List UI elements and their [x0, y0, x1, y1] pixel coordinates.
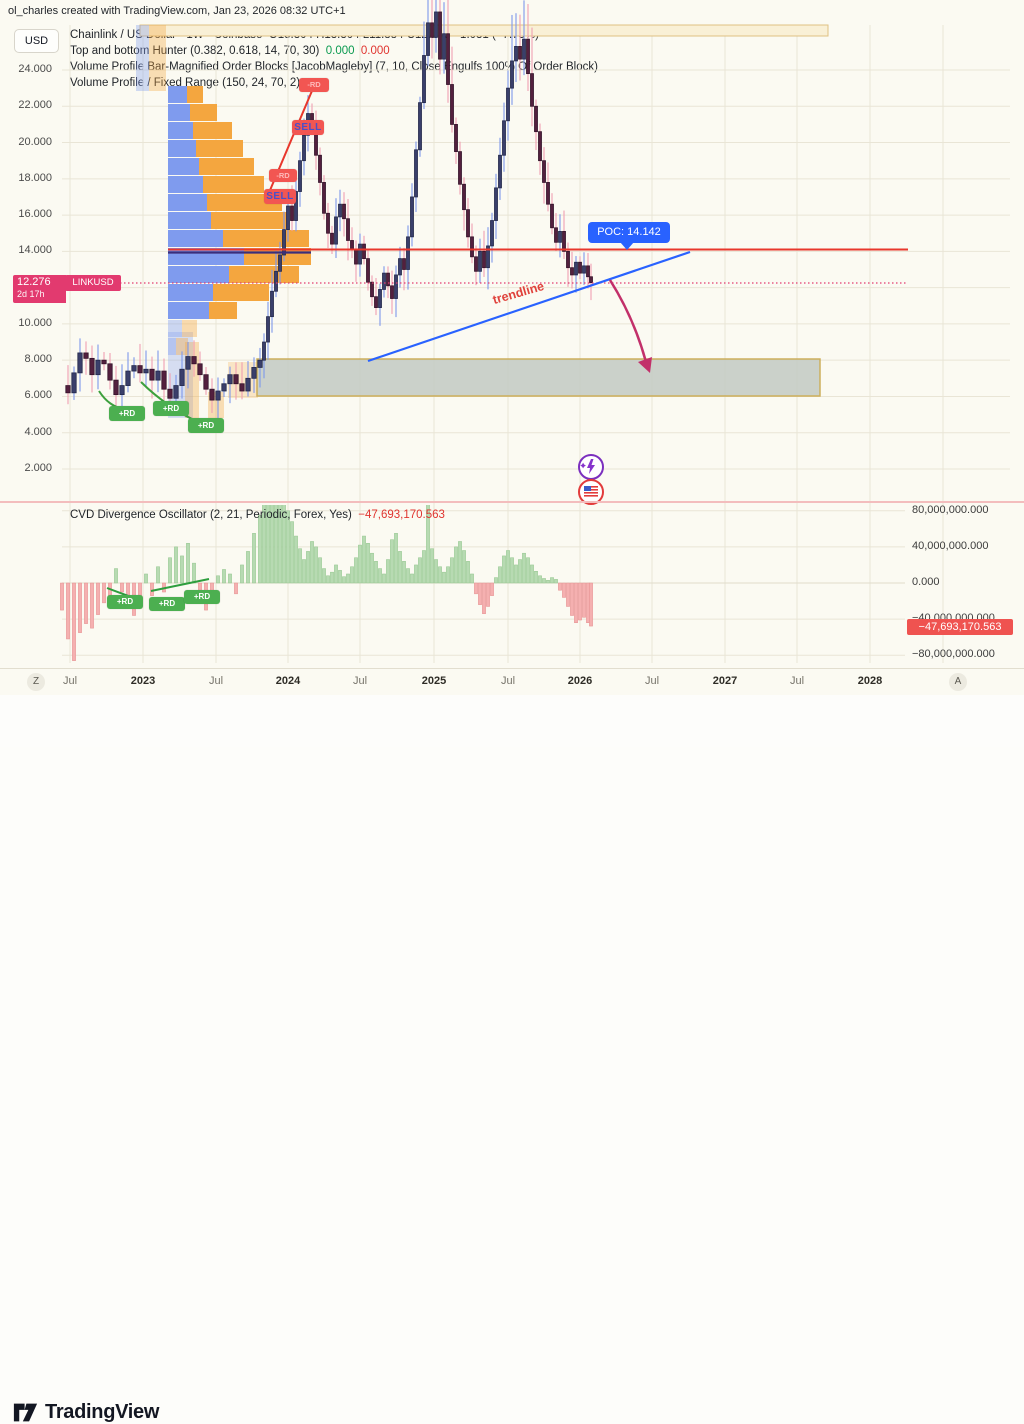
ascending-trendline[interactable] — [367, 250, 691, 363]
price-tick-label: 6.000 — [24, 389, 52, 402]
time-label-year: 2027 — [712, 675, 738, 687]
osc-rd-plus-chip-1: +RD — [107, 595, 143, 609]
bar-countdown: 2d 17h — [17, 289, 45, 299]
price-tick-label: 18.000 — [18, 171, 52, 184]
flag-graphic-icon — [584, 486, 598, 497]
oscillator-tick-label: 80,000,000.000 — [912, 503, 989, 516]
rd-plus-chip-1: +RD — [109, 406, 145, 421]
currency-scale-button[interactable]: USD — [14, 29, 59, 53]
time-label-year: 2023 — [130, 675, 156, 687]
oscillator-tick-label: 0.000 — [912, 576, 940, 588]
price-tick-label: 20.000 — [18, 135, 52, 148]
oscillator-tick-label: −80,000,000.000 — [912, 648, 995, 661]
cvd-current-value: −47,693,170.563 — [358, 509, 445, 521]
footer-bar: TradingView — [0, 695, 1024, 1423]
price-tick-label: 22.000 — [18, 99, 52, 112]
oscillator-tick-label: 40,000,000.000 — [912, 539, 989, 552]
osc-divergence-line-2 — [150, 578, 210, 592]
time-label-month: Jul — [500, 675, 516, 687]
time-axis[interactable]: Z Jul 2023 Jul 2024 Jul 2025 Jul 2026 Jul 2027 Jul… — [0, 668, 1024, 696]
time-label-month: Jul — [644, 675, 660, 687]
time-label-month: Jul — [62, 675, 78, 687]
price-tick-label: 24.000 — [18, 63, 52, 75]
time-label-year: 2026 — [567, 675, 593, 687]
price-tick-label: 10.000 — [18, 316, 52, 329]
cvd-title-text: CVD Divergence Oscillator (2, 21, Period… — [70, 509, 352, 521]
price-tick-label: 16.000 — [18, 208, 52, 221]
time-label-month: Jul — [352, 675, 368, 687]
lightning-widget-icon[interactable] — [578, 454, 604, 480]
poc-label-pointer — [620, 242, 634, 250]
auto-scale-button[interactable]: A — [949, 673, 967, 691]
support-zone-rect[interactable] — [256, 358, 821, 397]
tradingview-logo-icon — [13, 1403, 38, 1422]
oscillator-value-badge: −47,693,170.563 — [907, 619, 1013, 635]
time-label-year: 2028 — [857, 675, 883, 687]
time-label-year: 2025 — [421, 675, 447, 687]
symbol-label: LINKUSD — [65, 275, 121, 291]
pane-separator[interactable] — [0, 501, 1024, 503]
chart-region: Chainlink / US Dollar · 1W · Coinbase O1… — [0, 0, 1024, 695]
hunter-value-red: 0.000 — [360, 45, 390, 57]
attribution-text: ol_charles created with TradingView.com,… — [8, 5, 346, 17]
hunter-indicator-title: Top and bottom Hunter (0.382, 0.618, 14,… — [70, 45, 320, 57]
legend-volprofile-row[interactable]: Volume Profile / Fixed Range (150, 24, 7… — [70, 75, 598, 91]
candlesticks — [65, 0, 593, 421]
rd-plus-chip-2: +RD — [153, 401, 189, 416]
tradingview-logo[interactable]: TradingView — [13, 1401, 159, 1424]
rd-plus-chip-3: +RD — [188, 418, 224, 433]
rd-minus-chip-1: -RD — [269, 169, 297, 182]
price-tick-label: 2.000 — [24, 461, 52, 474]
lightning-bolt-icon — [580, 459, 595, 474]
current-price-value: 12.276 — [17, 276, 51, 288]
price-tick-label: 14.000 — [18, 244, 52, 257]
time-label-month: Jul — [208, 675, 224, 687]
current-price-label: 12.276 2d 17h — [13, 275, 66, 303]
hunter-value-green: 0.000 — [325, 45, 355, 57]
volume-profile — [168, 86, 311, 355]
price-tick-label: 8.000 — [24, 353, 52, 366]
chart-canvas[interactable] — [0, 0, 1024, 695]
osc-rd-plus-chip-3: +RD — [184, 590, 220, 604]
osc-rd-plus-chip-2: +RD — [149, 597, 185, 611]
faded-block-orange — [149, 25, 166, 91]
projection-arrow-head — [638, 357, 652, 373]
cvd-oscillator-legend[interactable]: CVD Divergence Oscillator (2, 21, Period… — [70, 509, 445, 521]
faded-block-blue — [136, 25, 149, 91]
top-order-block-zone — [139, 24, 829, 37]
time-label-year: 2024 — [275, 675, 301, 687]
sell-chip-1: SELL — [264, 189, 296, 204]
legend-hunter-row[interactable]: Top and bottom Hunter (0.382, 0.618, 14,… — [70, 43, 598, 59]
price-tick-label: 4.000 — [24, 425, 52, 438]
timezone-button[interactable]: Z — [27, 673, 45, 691]
time-label-month: Jul — [789, 675, 805, 687]
poc-price-label[interactable]: POC: 14.142 — [588, 222, 670, 243]
projection-arrow-shaft[interactable] — [608, 279, 648, 363]
sell-chip-2: SELL — [292, 120, 324, 135]
rd-minus-chip-2: -RD — [299, 78, 329, 92]
tradingview-logo-text: TradingView — [45, 1401, 160, 1423]
flag-widget-icon[interactable] — [578, 479, 604, 505]
volprofile-indicator-title: Volume Profile / Fixed Range (150, 24, 7… — [70, 77, 301, 89]
